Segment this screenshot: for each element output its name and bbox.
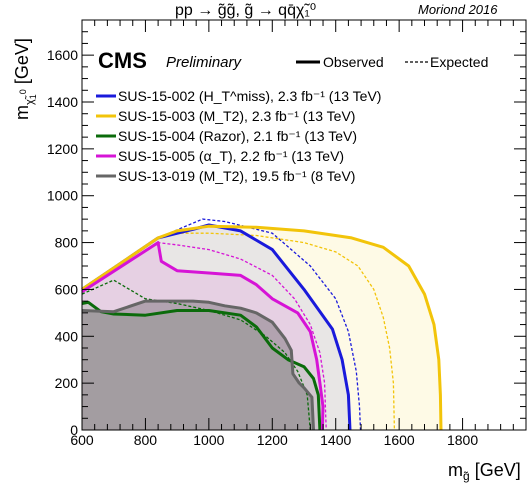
legend-label-3: SUS-15-004 (Razor), 2.1 fb⁻¹ (13 TeV) bbox=[118, 128, 357, 144]
y-tick-label: 1200 bbox=[47, 141, 78, 157]
conference-label: Moriond 2016 bbox=[418, 2, 498, 17]
excluded-region-2 bbox=[82, 226, 441, 430]
svg-text:mg̃ [GeV]: mg̃ [GeV] bbox=[448, 460, 521, 483]
observed-contour-4 bbox=[81, 241, 325, 431]
svg-text:mχ̃10 [GeV]: mχ̃10 [GeV] bbox=[12, 38, 38, 120]
observed-key-label: Observed bbox=[323, 54, 384, 70]
x-tick-label: 1200 bbox=[257, 432, 288, 448]
y-tick-label: 1600 bbox=[47, 47, 78, 63]
y-tick-label: 200 bbox=[55, 375, 79, 391]
legend-label-1: SUS-15-002 (H_T^miss), 2.3 fb⁻¹ (13 TeV) bbox=[118, 88, 381, 104]
x-tick-label: 600 bbox=[70, 432, 94, 448]
expected-contour-4 bbox=[81, 241, 327, 431]
excluded-region-1 bbox=[82, 225, 350, 430]
expected-contour-1 bbox=[81, 218, 362, 431]
x-tick-label: 1000 bbox=[193, 432, 224, 448]
observed-contour-2 bbox=[81, 224, 443, 431]
observed-contour-1 bbox=[81, 223, 352, 431]
process-title: pp → g̃g̃, g̃ → qq̄χ̃₁⁰ bbox=[175, 2, 316, 19]
y-tick-label: 0 bbox=[70, 422, 78, 438]
y-tick-label: 800 bbox=[55, 235, 79, 251]
x-tick-label: 800 bbox=[134, 432, 158, 448]
legend-label-4: SUS-15-005 (α_T), 2.2 fb⁻¹ (13 TeV) bbox=[118, 148, 344, 164]
y-tick-label: 1400 bbox=[47, 94, 78, 110]
y-axis-title: mχ̃10 [GeV] bbox=[12, 38, 38, 120]
x-tick-label: 1400 bbox=[320, 432, 351, 448]
legend-label-2: SUS-15-003 (M_T2), 2.3 fb⁻¹ (13 TeV) bbox=[118, 108, 355, 124]
legend: SUS-15-002 (H_T^miss), 2.3 fb⁻¹ (13 TeV)… bbox=[96, 88, 381, 184]
x-axis-title: mg̃ [GeV] bbox=[448, 460, 521, 483]
contour-lines bbox=[81, 218, 443, 431]
expected-key-label: Expected bbox=[430, 54, 488, 70]
preliminary-label: Preliminary bbox=[166, 54, 243, 71]
y-tick-label: 1000 bbox=[47, 188, 78, 204]
plot-frame bbox=[81, 19, 527, 431]
axis-ticks: 600 800 1000 1200 1400 1600 1800 0 200 400 600 800 1… bbox=[47, 19, 527, 448]
observed-contour-5 bbox=[81, 299, 315, 431]
legend-label-5: SUS-13-019 (M_T2), 19.5 fb⁻¹ (8 TeV) bbox=[118, 168, 355, 184]
excluded-region-5 bbox=[82, 301, 314, 430]
y-tick-label: 600 bbox=[55, 281, 79, 297]
x-tick-label: 1800 bbox=[447, 432, 478, 448]
cms-logo-text: CMS bbox=[98, 48, 147, 73]
expected-contour-3 bbox=[81, 279, 311, 431]
x-tick-label: 1600 bbox=[384, 432, 415, 448]
excluded-region-4 bbox=[82, 242, 323, 430]
y-tick-label: 400 bbox=[55, 328, 79, 344]
